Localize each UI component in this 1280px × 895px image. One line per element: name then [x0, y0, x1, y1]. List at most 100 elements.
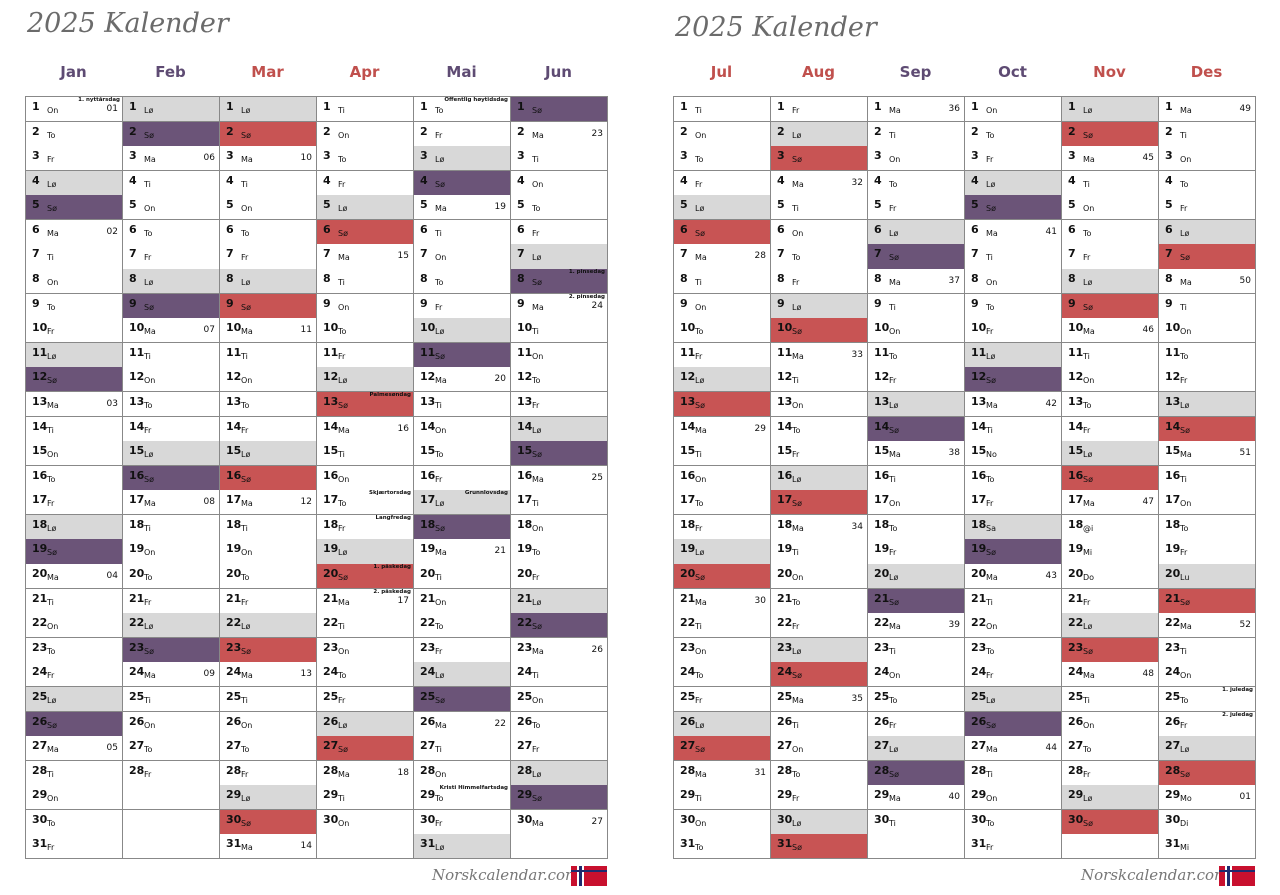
day-cell: 17 Ma 08 [123, 490, 220, 516]
day-number: 8 [874, 272, 882, 286]
day-cell: 26 Sø [26, 711, 123, 737]
day-cell: 7 Ti [965, 244, 1062, 270]
day-number: 7 [226, 247, 234, 261]
weekday-label: Fr [435, 474, 443, 484]
day-cell: 9 Lø [771, 293, 868, 319]
day-cell: 26 Fr 2. juledag [1159, 711, 1256, 737]
day-number: 16 [32, 468, 48, 482]
day-number: 19 [971, 542, 987, 556]
day-number: 9 [874, 296, 882, 310]
day-cell: 4 Ti [1062, 170, 1159, 196]
empty-cell [317, 834, 414, 860]
day-number: 7 [517, 247, 525, 261]
day-cell: 11 To [1159, 342, 1256, 368]
weekday-label: Sø [1083, 818, 1093, 828]
weekday-label: Sø [986, 376, 996, 386]
weekday-label: Ma [695, 597, 707, 607]
day-number: 8 [129, 272, 137, 286]
day-cell: 12 Ma 20 [414, 367, 511, 393]
day-cell: 23 Sø [1062, 637, 1159, 663]
weekday-label: On [144, 548, 156, 558]
day-cell: 15 Ti [674, 441, 771, 467]
day-number: 10 [32, 321, 48, 335]
day-cell: 9 To [26, 293, 123, 319]
day-number: 26 [226, 714, 242, 728]
day-number: 26 [420, 714, 436, 728]
week-number: 08 [203, 497, 215, 508]
weekday-label: Fr [532, 745, 540, 755]
day-number: 7 [777, 247, 785, 261]
holiday-label: 2. pinsedag [568, 293, 605, 300]
day-number: 30 [226, 812, 242, 826]
day-number: 20 [517, 567, 533, 581]
day-cell: 14 Ti [965, 416, 1062, 442]
day-cell: 31 Ma 14 [220, 834, 317, 860]
weekday-label: Sø [792, 155, 802, 165]
day-cell: 23 Sø [220, 637, 317, 663]
weekday-label: Ti [792, 376, 799, 386]
day-cell: 13 To [1062, 391, 1159, 418]
day-cell: 28 Sø [868, 760, 965, 786]
weekday-label: Fr [695, 179, 703, 189]
week-number: 43 [1045, 571, 1057, 582]
day-cell: 18 Ma 34 [771, 514, 868, 540]
day-cell: 30 Ti [868, 809, 965, 835]
weekday-label: Sø [1083, 302, 1093, 312]
weekday-label: Lø [695, 376, 705, 386]
day-cell: 17 Fr [26, 490, 123, 516]
day-number: 22 [129, 616, 145, 630]
weekday-label: Lø [47, 351, 57, 361]
weekday-label: Sø [792, 671, 802, 681]
day-number: 7 [874, 247, 882, 261]
weekday-label: Sø [532, 450, 542, 460]
weekday-label: To [144, 573, 153, 583]
day-number: 22 [420, 616, 436, 630]
weekday-label: On [435, 597, 447, 607]
day-cell: 10 Ti [511, 318, 608, 344]
day-number: 21 [226, 591, 242, 605]
weekday-label: Sø [435, 351, 445, 361]
day-number: 8 [777, 272, 785, 286]
weekday-label: Sø [695, 228, 705, 238]
day-number: 9 [680, 296, 688, 310]
day-number: 30 [777, 812, 793, 826]
weekday-label: Fr [792, 278, 800, 288]
weekday-label: On [532, 695, 544, 705]
day-number: 9 [323, 296, 331, 310]
day-number: 14 [517, 419, 533, 433]
day-cell: 25 Fr [317, 686, 414, 712]
day-cell: 10 On [868, 318, 965, 344]
day-cell: 29 Fr [771, 785, 868, 811]
weekday-label: Ma [986, 228, 998, 238]
day-number: 21 [420, 591, 436, 605]
day-cell: 26 On [1062, 711, 1159, 737]
day-number: 4 [874, 173, 882, 187]
day-cell: 4 Ti [220, 170, 317, 196]
weekday-label: On [144, 720, 156, 730]
weekday-label: To [47, 302, 56, 312]
day-number: 31 [680, 837, 696, 851]
weekday-label: Lø [1180, 745, 1190, 755]
day-number: 3 [1165, 149, 1173, 163]
day-cell: 8 Lø [220, 269, 317, 295]
day-number: 18 [323, 517, 339, 531]
week-number: 16 [397, 423, 409, 434]
weekday-label: Sø [435, 179, 445, 189]
day-number: 15 [420, 444, 436, 458]
weekday-label: To [1083, 745, 1092, 755]
day-cell: 25 Lø [965, 686, 1062, 712]
day-number: 6 [1068, 222, 1076, 236]
weekday-label: To [532, 720, 541, 730]
day-cell: 21 To [771, 588, 868, 614]
day-cell: 9 Fr [414, 293, 511, 319]
weekday-label: Fr [338, 523, 346, 533]
day-cell: 2 To [26, 121, 123, 147]
day-number: 25 [129, 689, 145, 703]
weekday-label: Lø [889, 573, 899, 583]
day-cell: 23 Ti [1159, 637, 1256, 663]
weekday-label: Sø [144, 302, 154, 312]
day-number: 31 [226, 837, 242, 851]
weekday-label: To [435, 278, 444, 288]
day-number: 22 [874, 616, 890, 630]
weekday-label: To [986, 646, 995, 656]
